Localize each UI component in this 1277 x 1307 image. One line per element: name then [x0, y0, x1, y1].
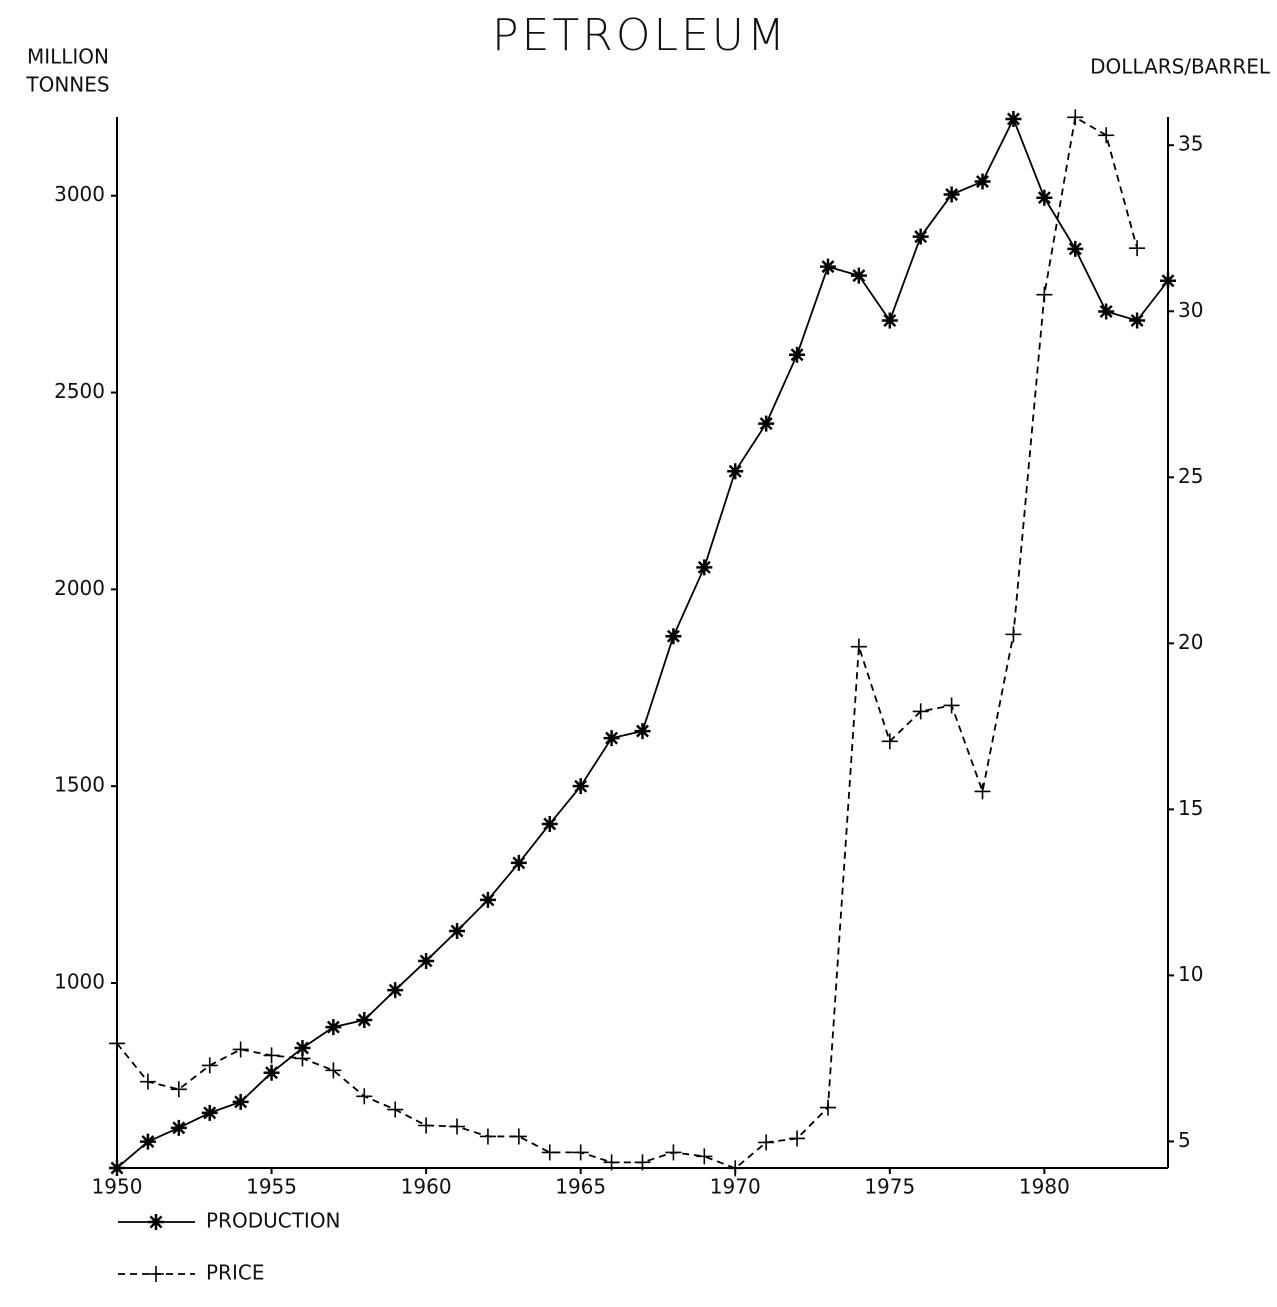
marker — [850, 638, 867, 655]
marker — [603, 1154, 620, 1171]
marker — [479, 891, 496, 908]
y-tick-label: 2000 — [54, 576, 105, 600]
marker — [634, 1154, 651, 1171]
marker — [356, 1011, 373, 1028]
x-tick-label: 1950 — [92, 1175, 143, 1199]
marker — [418, 952, 435, 969]
marker — [139, 1133, 156, 1150]
legend-marker — [148, 1266, 164, 1282]
x-tick-label: 1980 — [1019, 1175, 1070, 1199]
marker — [943, 697, 960, 714]
marker — [727, 1160, 744, 1177]
marker — [201, 1057, 218, 1074]
legend-marker — [148, 1214, 164, 1230]
marker — [387, 982, 404, 999]
series-line — [116, 115, 1138, 1170]
marker — [572, 1144, 589, 1161]
marker — [974, 173, 991, 190]
y-tick-label: 1500 — [54, 773, 105, 797]
x-tick-label: 1955 — [246, 1175, 297, 1199]
y2-tick-label: 35 — [1178, 132, 1203, 156]
series-line — [116, 116, 1169, 1169]
marker — [1067, 240, 1084, 257]
legend-label: PRICE — [206, 1261, 264, 1285]
marker — [1129, 240, 1146, 257]
marker — [479, 1128, 496, 1145]
marker — [263, 1047, 280, 1064]
marker — [819, 258, 836, 275]
marker — [1129, 312, 1146, 329]
marker — [541, 815, 558, 832]
marker — [634, 723, 651, 740]
marker — [232, 1041, 249, 1058]
marker — [696, 559, 713, 576]
marker — [170, 1081, 187, 1098]
marker — [232, 1093, 249, 1110]
y2-tick-label: 20 — [1178, 630, 1203, 654]
marker — [1067, 109, 1084, 126]
y2-tick-label: 15 — [1178, 796, 1203, 820]
marker — [572, 778, 589, 795]
marker — [263, 1064, 280, 1081]
marker — [510, 1128, 527, 1145]
marker — [1160, 272, 1176, 289]
marker — [449, 923, 466, 940]
y2-tick-label: 10 — [1178, 962, 1203, 986]
marker — [1036, 286, 1053, 303]
marker — [449, 1118, 466, 1135]
marker — [758, 415, 775, 432]
marker — [974, 783, 991, 800]
marker — [109, 1035, 125, 1052]
marker — [418, 1117, 435, 1134]
marker — [881, 733, 898, 750]
marker — [665, 1144, 682, 1161]
y2-tick-label: 30 — [1178, 298, 1203, 322]
marker — [325, 1062, 342, 1079]
marker — [881, 312, 898, 329]
marker — [912, 228, 929, 245]
x-tick-label: 1970 — [710, 1175, 761, 1199]
marker — [789, 1130, 806, 1147]
x-tick-label: 1960 — [401, 1175, 452, 1199]
marker — [758, 1134, 775, 1151]
x-tick-label: 1975 — [864, 1175, 915, 1199]
y-tick-label: 2500 — [54, 379, 105, 403]
marker — [294, 1050, 311, 1067]
y-tick-label: 1000 — [54, 969, 105, 993]
marker — [1098, 303, 1115, 320]
marker — [696, 1148, 713, 1165]
marker — [850, 267, 867, 284]
marker — [665, 628, 682, 645]
y2-axis-label: DOLLARS/BARREL — [1090, 55, 1271, 79]
marker — [603, 730, 620, 747]
y2-tick-label: 5 — [1178, 1128, 1191, 1152]
marker — [943, 186, 960, 203]
legend-label: PRODUCTION — [206, 1209, 341, 1233]
y-axis-label: MILLION — [27, 45, 109, 69]
marker — [387, 1101, 404, 1118]
marker — [912, 703, 929, 720]
marker — [139, 1073, 156, 1090]
x-tick-label: 1965 — [555, 1175, 606, 1199]
marker — [201, 1104, 218, 1121]
marker — [109, 1160, 125, 1176]
marker — [170, 1119, 187, 1136]
marker — [819, 1099, 836, 1116]
marker — [727, 463, 744, 480]
marker — [294, 1039, 311, 1056]
marker — [1036, 189, 1053, 206]
marker — [541, 1144, 558, 1161]
marker — [1005, 626, 1022, 643]
marker — [510, 854, 527, 871]
y2-tick-label: 25 — [1178, 464, 1203, 488]
marker — [356, 1088, 373, 1105]
chart-title: PETROLEUM — [492, 10, 788, 61]
marker — [789, 346, 806, 363]
y-axis-label: TONNES — [25, 73, 109, 97]
marker — [325, 1019, 342, 1036]
marker — [1098, 127, 1115, 144]
marker — [1005, 110, 1022, 127]
y-tick-label: 3000 — [54, 182, 105, 206]
